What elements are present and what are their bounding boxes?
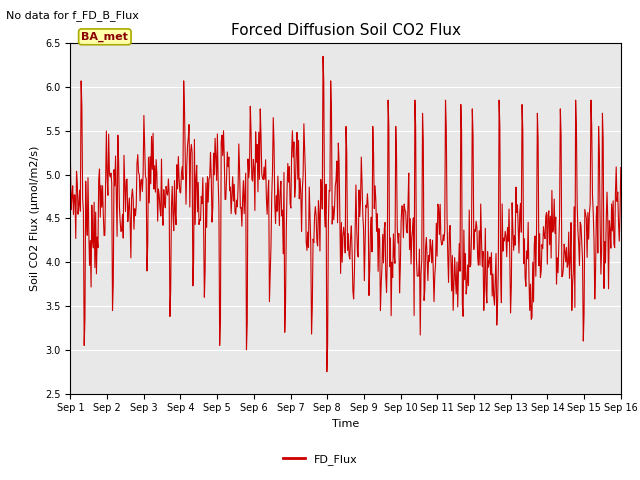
Y-axis label: Soil CO2 Flux (μmol/m2/s): Soil CO2 Flux (μmol/m2/s) [29,146,40,291]
Legend: FD_Flux: FD_Flux [278,450,362,469]
Text: No data for f_FD_B_Flux: No data for f_FD_B_Flux [6,10,140,21]
X-axis label: Time: Time [332,419,359,429]
Text: BA_met: BA_met [81,32,128,42]
Title: Forced Diffusion Soil CO2 Flux: Forced Diffusion Soil CO2 Flux [230,23,461,38]
